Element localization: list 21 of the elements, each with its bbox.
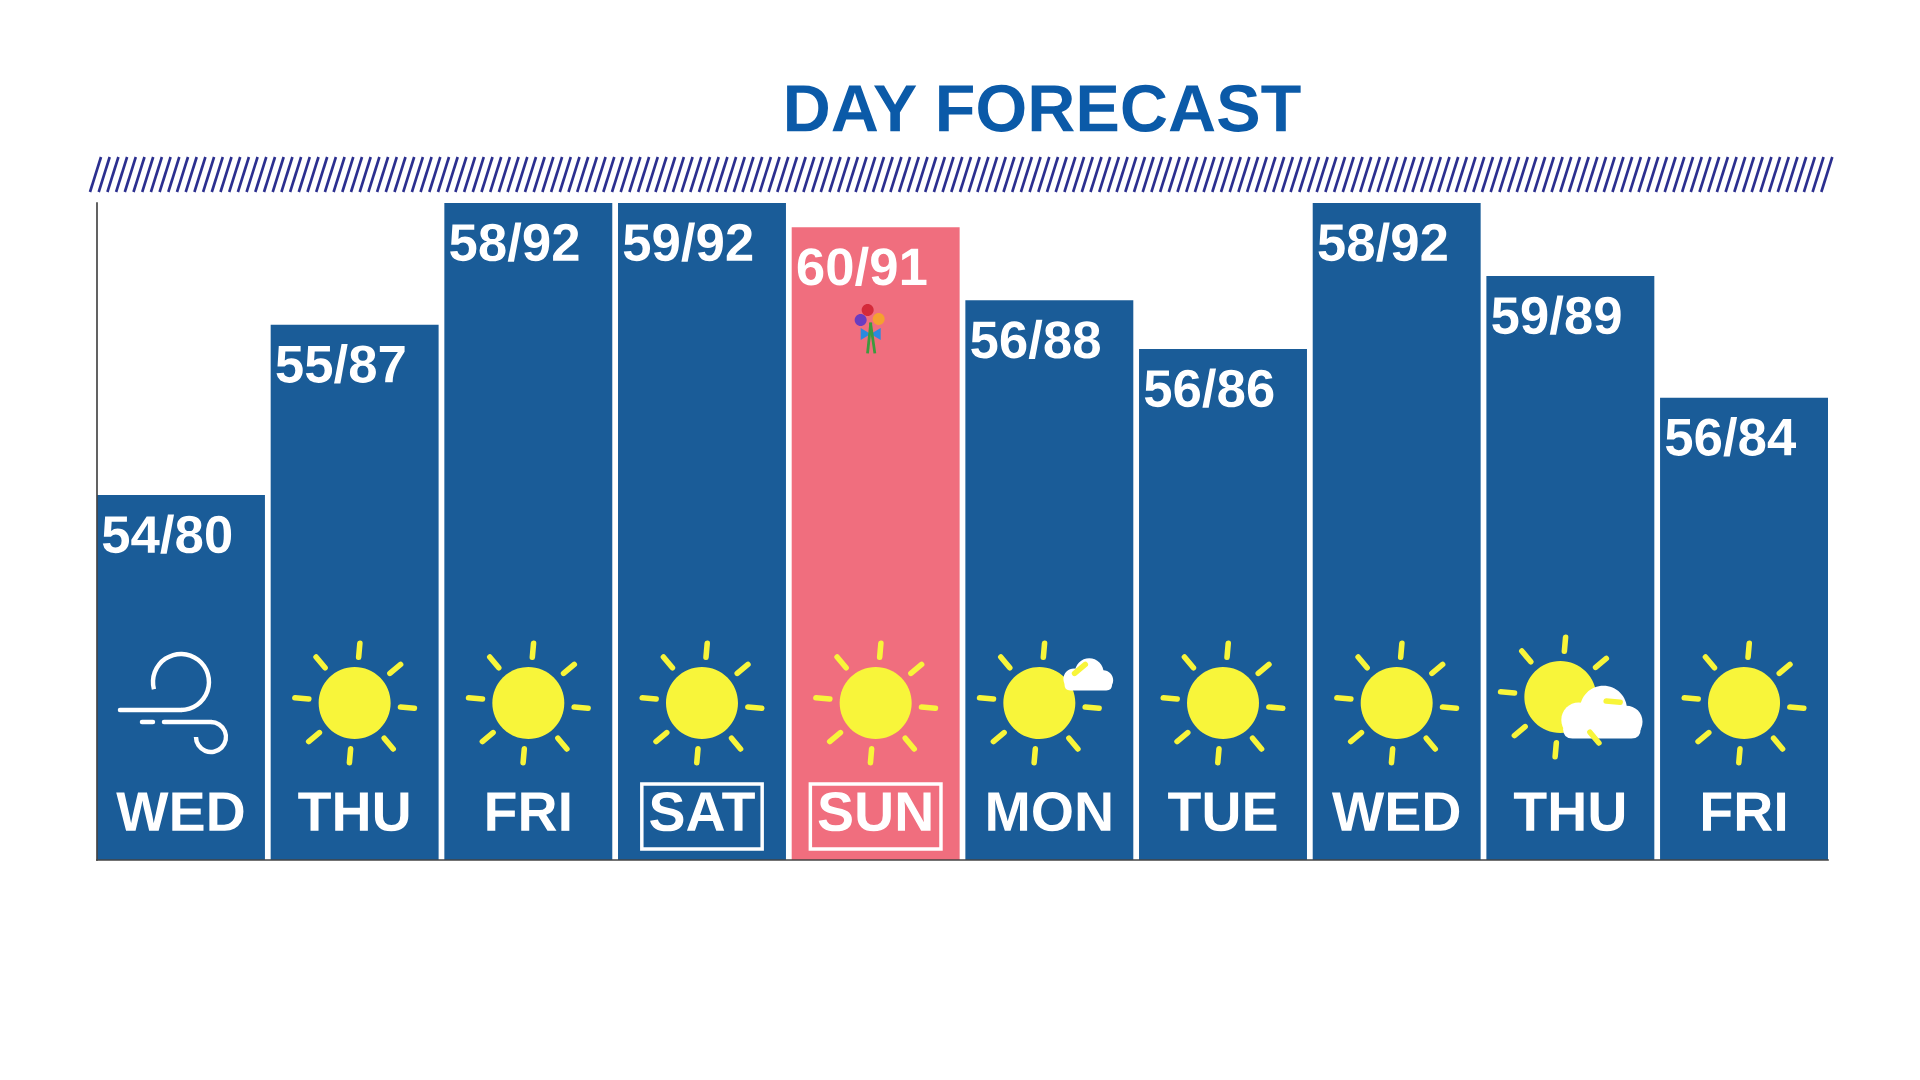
- chart-title: DAY FORECAST: [787, 84, 1301, 132]
- x-tick-label: WED: [116, 792, 244, 831]
- x-tick-label: TUE: [1168, 792, 1277, 832]
- data-label: 56/88: [971, 319, 1100, 360]
- data-label: 56/86: [1144, 368, 1274, 408]
- data-label: 60/91: [797, 246, 927, 287]
- data-label: 54/80: [102, 514, 232, 554]
- x-tick-label: WED: [1331, 792, 1460, 831]
- data-label: 58/92: [1318, 222, 1447, 262]
- x-tick-label: THU: [298, 792, 409, 832]
- data-label: 59/92: [623, 222, 753, 262]
- data-label: 55/87: [276, 344, 405, 384]
- x-tick-label: THU: [1513, 792, 1625, 832]
- x-tick-label: SAT: [650, 792, 755, 832]
- data-label: 56/84: [1665, 417, 1797, 457]
- data-label: 59/89: [1492, 295, 1621, 335]
- x-tick-label: MON: [988, 792, 1111, 832]
- x-tick-label: FRI: [487, 792, 570, 831]
- data-label: 58/92: [450, 222, 579, 262]
- x-tick-label: FRI: [1703, 792, 1786, 831]
- x-tick-label: SUN: [818, 792, 931, 832]
